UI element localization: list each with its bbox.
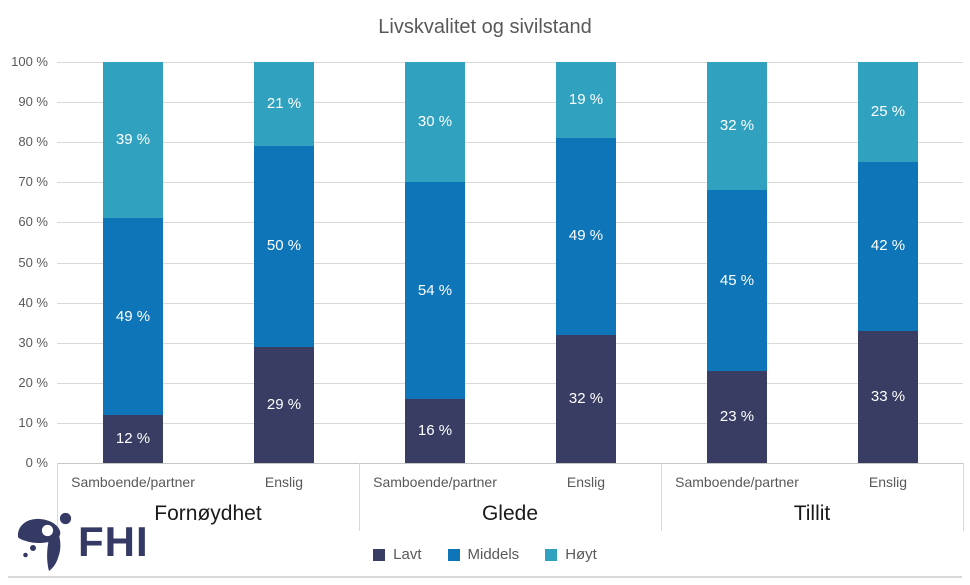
gridline-50%: [57, 263, 963, 264]
category-label: Samboende/partner: [71, 474, 195, 490]
bar-segment-høyt-2: 21 %: [254, 62, 314, 147]
bar-segment-høyt-1: 39 %: [103, 62, 163, 219]
data-label: 54 %: [417, 281, 453, 299]
legend-item-lavt: Lavt: [373, 546, 422, 563]
bar-segment-lavt-1: 12 %: [103, 414, 163, 463]
gridline-90%: [57, 102, 963, 103]
legend-label: Høyt: [565, 546, 597, 563]
y-axis-tick-10%: 10 %: [18, 415, 48, 430]
legend-swatch-icon: [545, 548, 558, 561]
category-label: Enslig: [566, 474, 606, 490]
group-separator: [661, 463, 662, 531]
y-axis-tick-40%: 40 %: [18, 295, 48, 310]
data-label: 49 %: [568, 227, 604, 245]
data-label: 12 %: [115, 429, 151, 447]
bar-segment-høyt-6: 25 %: [858, 62, 918, 163]
bar-segment-lavt-4: 32 %: [556, 334, 616, 463]
y-axis-tick-100%: 100 %: [11, 54, 48, 69]
bar-segment-middels-1: 49 %: [103, 218, 163, 415]
category-label: Samboende/partner: [675, 474, 799, 490]
bar-segment-høyt-3: 30 %: [405, 62, 465, 183]
category-label: Enslig: [868, 474, 908, 490]
bar-segment-lavt-3: 16 %: [405, 398, 465, 463]
data-label: 39 %: [115, 131, 151, 149]
group-separator: [963, 463, 964, 531]
y-axis-tick-0%: 0 %: [25, 455, 48, 470]
legend-label: Middels: [467, 546, 520, 563]
gridline-100%: [57, 62, 963, 63]
y-axis-tick-60%: 60 %: [18, 214, 48, 229]
bar-segment-middels-6: 42 %: [858, 162, 918, 331]
data-label: 42 %: [870, 237, 906, 255]
group-label-fornøydhet: Fornøydhet: [154, 502, 262, 525]
data-label: 32 %: [568, 389, 604, 407]
legend-swatch-icon: [373, 548, 386, 561]
bottom-rule: [8, 576, 962, 578]
data-label: 30 %: [417, 113, 453, 131]
legend-label: Lavt: [393, 546, 422, 563]
legend-item-middels: Middels: [447, 546, 520, 563]
bar-segment-lavt-2: 29 %: [254, 346, 314, 463]
data-label: 32 %: [719, 117, 755, 135]
data-label: 45 %: [719, 271, 755, 289]
legend-item-høyt: Høyt: [545, 546, 597, 563]
data-label: 33 %: [870, 387, 906, 405]
fhi-logo: FHI: [12, 506, 149, 577]
group-label-glede: Glede: [481, 502, 539, 525]
gridline-60%: [57, 222, 963, 223]
category-label: Enslig: [264, 474, 304, 490]
bar-segment-lavt-5: 23 %: [707, 370, 767, 463]
bar-segment-middels-2: 50 %: [254, 146, 314, 347]
category-label: Samboende/partner: [373, 474, 497, 490]
data-label: 25 %: [870, 103, 906, 121]
gridline-20%: [57, 383, 963, 384]
gridline-0%: [57, 463, 963, 464]
chart-title: Livskvalitet og sivilstand: [378, 16, 592, 38]
gridline-70%: [57, 182, 963, 183]
data-label: 23 %: [719, 407, 755, 425]
gridline-80%: [57, 142, 963, 143]
bar-segment-middels-5: 45 %: [707, 190, 767, 371]
y-axis-tick-30%: 30 %: [18, 335, 48, 350]
y-axis-tick-20%: 20 %: [18, 375, 48, 390]
fhi-logo-text: FHI: [78, 517, 149, 565]
bar-segment-høyt-4: 19 %: [556, 62, 616, 139]
gridline-40%: [57, 303, 963, 304]
legend-swatch-icon: [447, 548, 460, 561]
data-label: 21 %: [266, 95, 302, 113]
gridline-10%: [57, 423, 963, 424]
bar-segment-lavt-6: 33 %: [858, 330, 918, 463]
data-label: 50 %: [266, 237, 302, 255]
gridline-30%: [57, 343, 963, 344]
group-separator: [359, 463, 360, 531]
y-axis-tick-90%: 90 %: [18, 94, 48, 109]
data-label: 16 %: [417, 421, 453, 439]
bar-segment-middels-3: 54 %: [405, 182, 465, 399]
data-label: 29 %: [266, 395, 302, 413]
y-axis-tick-50%: 50 %: [18, 255, 48, 270]
data-label: 19 %: [568, 91, 604, 109]
y-axis-tick-70%: 70 %: [18, 174, 48, 189]
group-label-tillit: Tillit: [793, 502, 831, 525]
bar-segment-høyt-5: 32 %: [707, 62, 767, 191]
group-separator: [57, 463, 58, 531]
legend: Lavt Middels Høyt: [0, 546, 970, 563]
y-axis-tick-80%: 80 %: [18, 134, 48, 149]
bar-segment-middels-4: 49 %: [556, 138, 616, 335]
data-label: 49 %: [115, 307, 151, 325]
fhi-swoosh-icon: [12, 506, 74, 577]
